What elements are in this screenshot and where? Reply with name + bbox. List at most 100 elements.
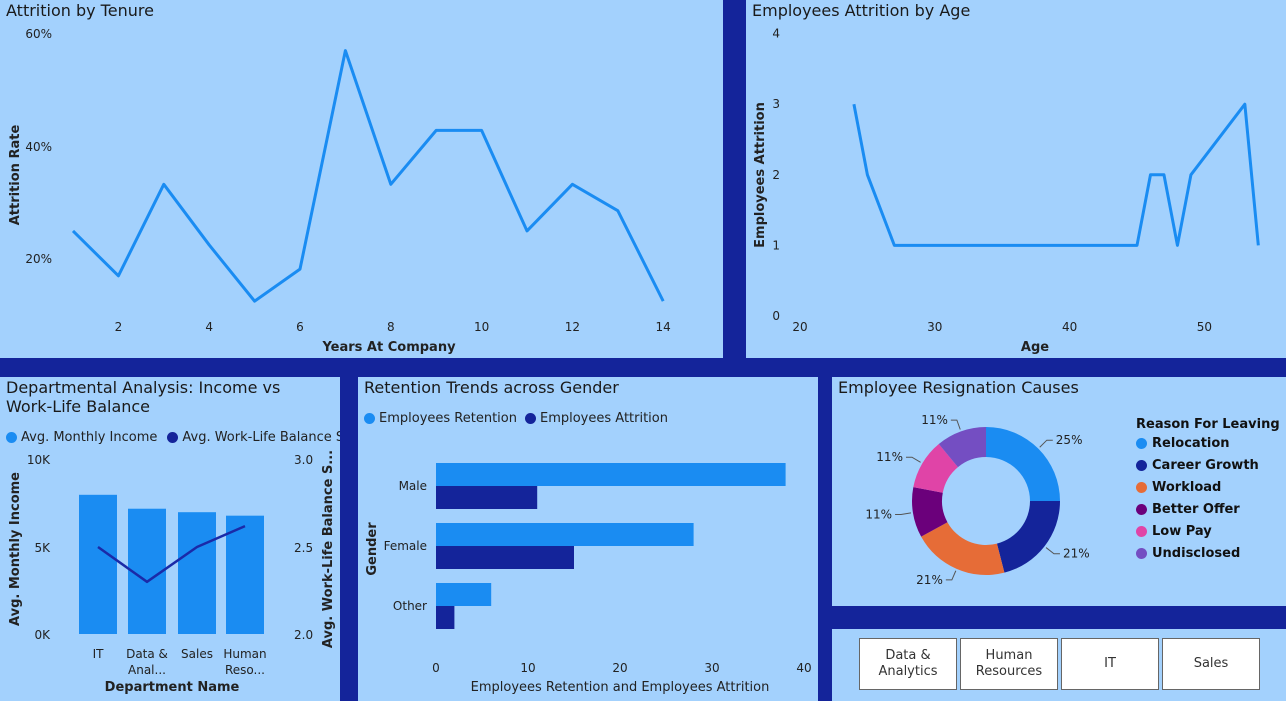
y-right-tick-2-5: 2.5 <box>294 541 313 555</box>
x-tick: 30 <box>704 661 719 675</box>
category-label: IT <box>93 647 105 661</box>
legend-label: Workload <box>1152 480 1222 495</box>
y-axis-label: Gender <box>365 522 380 576</box>
donut-value-label: 21% <box>916 573 943 587</box>
legend-dot <box>1136 526 1147 537</box>
x-tick: 8 <box>387 320 395 334</box>
x-tick: 40 <box>796 661 811 675</box>
y-tick: 2 <box>772 168 780 182</box>
legend-item: Undisclosed <box>1136 546 1280 561</box>
legend-label: Undisclosed <box>1152 546 1241 561</box>
dept-chart: 10K 5K 0K 3.0 2.5 2.0 IT Data & Anal... Sal… <box>8 450 336 695</box>
x-axis-label: Department Name <box>105 680 240 695</box>
category-label: Other <box>393 599 427 613</box>
category-label: Female <box>384 539 427 553</box>
x-tick: 40 <box>1062 320 1077 334</box>
legend-attrition-label: Employees Attrition <box>539 411 668 426</box>
legend-wlb-dot <box>167 432 179 443</box>
gender-chart: Male Female Other 0 10 20 30 40 Employees Rete… <box>365 463 812 695</box>
resign-donut-chart: 25% 21% 21% 11% 11% 11% <box>865 413 1089 587</box>
legend-label: Better Offer <box>1152 502 1240 517</box>
age-chart-panel: Employees Attrition by Age 0 1 2 3 4 20 30 40 5… <box>746 0 1286 358</box>
x-axis-label: Employees Retention and Employees Attrit… <box>471 680 770 695</box>
x-tick: 6 <box>296 320 304 334</box>
x-tick: 0 <box>432 661 440 675</box>
age-line <box>852 102 1260 247</box>
tenure-line <box>71 49 665 303</box>
legend-label: Career Growth <box>1152 458 1259 473</box>
donut-slice <box>912 487 948 537</box>
attrition-bar <box>436 606 455 629</box>
resign-chart-panel: Employee Resignation Causes 25% 21% 21% 11%… <box>832 377 1286 606</box>
attrition-bar <box>436 486 538 509</box>
x-tick: 30 <box>927 320 942 334</box>
y-right-tick-2: 2.0 <box>294 628 313 642</box>
dept-chart-title: Departmental Analysis: Income vs Work-Li… <box>6 378 280 416</box>
gender-chart-panel: Retention Trends across Gender Employees… <box>358 377 818 701</box>
legend-item: Low Pay <box>1136 524 1280 539</box>
slicer-button-it[interactable]: IT <box>1061 638 1159 690</box>
donut-slice <box>921 522 1005 575</box>
donut-slice <box>986 427 1060 501</box>
y-tick: 1 <box>772 238 780 252</box>
legend-dot <box>1136 460 1147 471</box>
category-label: Sales <box>181 647 213 661</box>
x-tick: 20 <box>612 661 627 675</box>
dept-wlb-line <box>97 524 246 584</box>
tenure-chart-panel: Attrition by Tenure 60% 40% 20% 2 4 6 8 10 12… <box>0 0 723 358</box>
slicer-button-sales[interactable]: Sales <box>1162 638 1260 690</box>
donut-slice <box>938 427 986 468</box>
y-left-tick-0k: 0K <box>34 628 51 642</box>
dept-title-line1: Departmental Analysis: Income vs <box>6 378 281 397</box>
legend-retention-dot <box>364 413 375 424</box>
x-axis-label: Age <box>1021 340 1049 355</box>
dept-income-bar <box>226 515 264 634</box>
y-left-axis-label: Avg. Monthly Income <box>8 472 23 626</box>
donut-leader-line <box>1039 439 1053 448</box>
y-right-axis-label: Avg. Work-Life Balance S... <box>321 450 336 648</box>
retention-bar <box>436 583 492 606</box>
dept-income-bar <box>79 494 117 634</box>
legend-income-dot <box>6 432 17 443</box>
legend-label: Low Pay <box>1152 524 1212 539</box>
donut-value-label: 11% <box>865 507 892 521</box>
legend-wlb-label: Avg. Work-Life Balance Sc... <box>182 430 340 445</box>
category-label: Male <box>399 479 427 493</box>
legend-income-label: Avg. Monthly Income <box>21 430 158 445</box>
x-tick: 10 <box>520 661 535 675</box>
gender-chart-title: Retention Trends across Gender <box>364 378 619 397</box>
legend-item: Career Growth <box>1136 458 1280 473</box>
legend-item: Relocation <box>1136 436 1280 451</box>
dept-income-bar <box>178 512 216 634</box>
slicer-button-human-resources[interactable]: Human Resources <box>960 638 1058 690</box>
y-axis-label: Attrition Rate <box>8 125 23 226</box>
category-label: Reso... <box>225 663 265 677</box>
y-tick-20: 20% <box>25 252 52 266</box>
dept-chart-panel: Departmental Analysis: Income vs Work-Li… <box>0 377 340 701</box>
resign-chart-title: Employee Resignation Causes <box>838 378 1079 397</box>
donut-slice <box>913 443 958 493</box>
tenure-chart: 60% 40% 20% 2 4 6 8 10 12 14 Years At Company … <box>8 27 671 355</box>
legend-dot <box>1136 438 1147 449</box>
x-tick: 10 <box>474 320 489 334</box>
legend-item: Workload <box>1136 480 1280 495</box>
attrition-bar <box>436 546 574 569</box>
legend-title: Reason For Leaving <box>1136 417 1280 432</box>
slicer-button-data-analytics[interactable]: Data & Analytics <box>859 638 957 690</box>
category-label: Human <box>223 647 266 661</box>
dept-legend: Avg. Monthly Income Avg. Work-Life Balan… <box>6 430 340 445</box>
donut-leader-line <box>945 570 957 581</box>
resign-legend: Reason For Leaving Relocation Career Grow… <box>1136 417 1280 561</box>
x-tick: 50 <box>1197 320 1212 334</box>
age-chart-title: Employees Attrition by Age <box>752 1 971 20</box>
y-axis-label: Employees Attrition <box>753 102 768 248</box>
category-label: Data & <box>126 647 168 661</box>
retention-bar <box>436 523 694 546</box>
donut-slice <box>996 501 1060 573</box>
age-chart: 0 1 2 3 4 20 30 40 50 Age Employees Attrition <box>753 27 1260 355</box>
y-tick-60: 60% <box>25 27 52 41</box>
category-label: Anal... <box>128 663 166 677</box>
dept-title-line2: Work-Life Balance <box>6 397 151 416</box>
legend-retention-label: Employees Retention <box>379 411 517 426</box>
x-tick: 20 <box>792 320 807 334</box>
